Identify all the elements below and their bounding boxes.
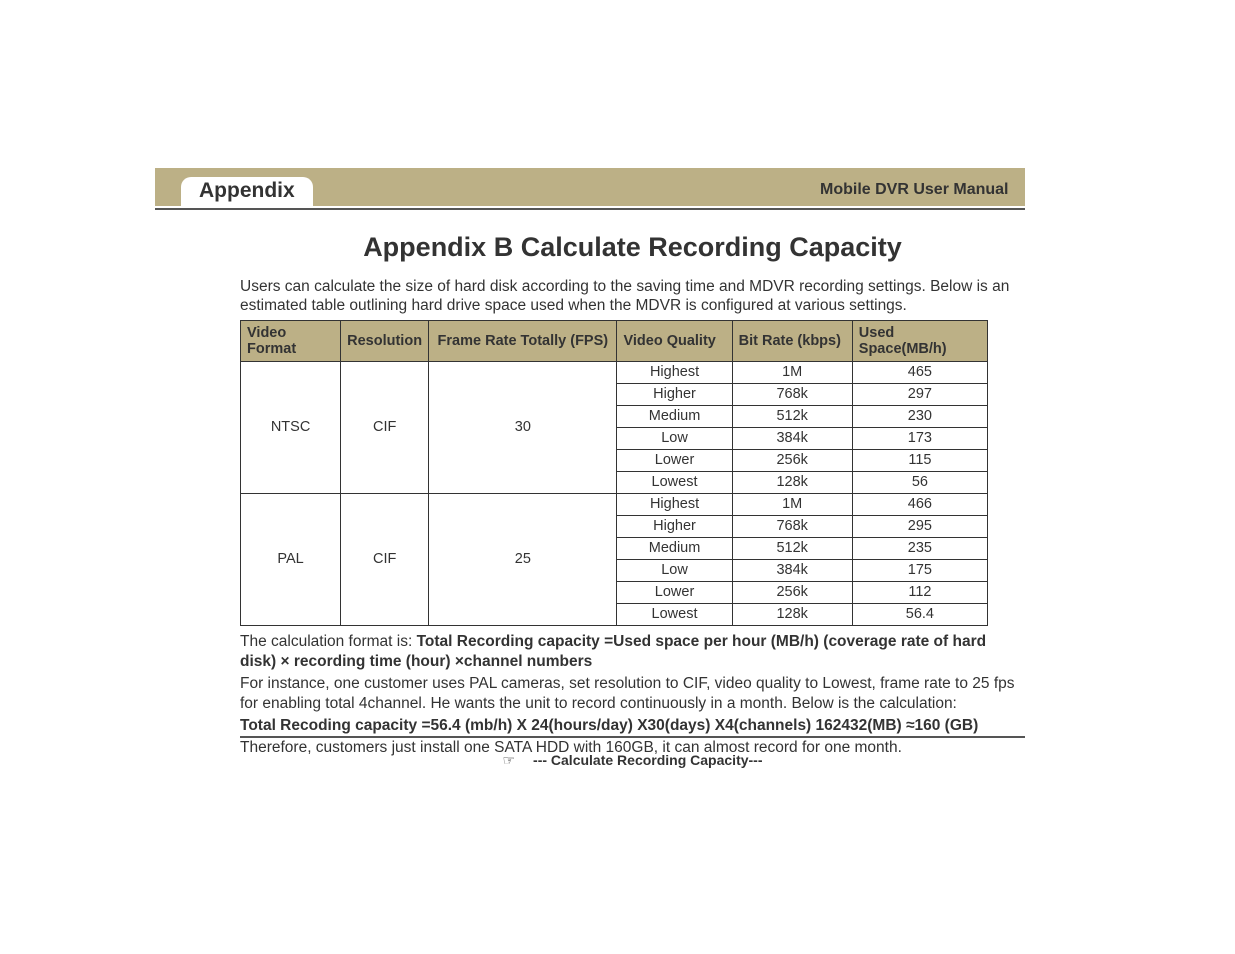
col-video-format: Video Format — [241, 320, 341, 361]
cell-bitrate: 1M — [732, 493, 852, 515]
cell-bitrate: 128k — [732, 603, 852, 625]
example-calc-text: Total Recoding capacity =56.4 (mb/h) X 2… — [240, 717, 978, 734]
cell-quality: Highest — [617, 493, 732, 515]
cell-bitrate: 768k — [732, 383, 852, 405]
table-row: PALCIF25Highest1M466 — [241, 493, 988, 515]
cell-quality: Higher — [617, 515, 732, 537]
cell-fps: 25 — [429, 493, 617, 625]
capacity-table: Video Format Resolution Frame Rate Total… — [240, 320, 988, 626]
header-underline — [155, 208, 1025, 210]
manual-title: Mobile DVR User Manual — [820, 181, 1235, 199]
cell-space: 56.4 — [852, 603, 987, 625]
cell-space: 230 — [852, 405, 987, 427]
cell-space: 297 — [852, 383, 987, 405]
page-title: Appendix B Calculate Recording Capacity — [240, 232, 1025, 263]
footer-symbol: ☞ — [502, 752, 515, 768]
cell-bitrate: 1M — [732, 361, 852, 383]
cell-quality: Medium — [617, 537, 732, 559]
cell-quality: Highest — [617, 361, 732, 383]
example-intro: For instance, one customer uses PAL came… — [240, 674, 1025, 714]
footer-text: ☞ --- Calculate Recording Capacity--- — [240, 752, 1025, 769]
page: Appendix Mobile DVR User Manual Appendix… — [0, 0, 1235, 954]
cell-quality: Low — [617, 559, 732, 581]
cell-space: 112 — [852, 581, 987, 603]
cell-resolution: CIF — [341, 493, 429, 625]
cell-format: NTSC — [241, 361, 341, 493]
cell-quality: Lower — [617, 449, 732, 471]
cell-fps: 30 — [429, 361, 617, 493]
cell-quality: Lowest — [617, 471, 732, 493]
calc-para: The calculation format is: Total Recordi… — [240, 632, 1025, 672]
cell-space: 466 — [852, 493, 987, 515]
cell-space: 235 — [852, 537, 987, 559]
cell-resolution: CIF — [341, 361, 429, 493]
cell-space: 465 — [852, 361, 987, 383]
col-frame-rate: Frame Rate Totally (FPS) — [429, 320, 617, 361]
cell-quality: Medium — [617, 405, 732, 427]
calc-label: The calculation format is: — [240, 633, 417, 650]
col-resolution: Resolution — [341, 320, 429, 361]
cell-bitrate: 384k — [732, 427, 852, 449]
intro-text: Users can calculate the size of hard dis… — [240, 277, 1025, 316]
cell-space: 295 — [852, 515, 987, 537]
cell-bitrate: 384k — [732, 559, 852, 581]
example-calc: Total Recoding capacity =56.4 (mb/h) X 2… — [240, 716, 1025, 736]
cell-space: 175 — [852, 559, 987, 581]
cell-space: 56 — [852, 471, 987, 493]
col-bit-rate: Bit Rate (kbps) — [732, 320, 852, 361]
cell-quality: Lowest — [617, 603, 732, 625]
cell-space: 115 — [852, 449, 987, 471]
col-used-space: Used Space(MB/h) — [852, 320, 987, 361]
table-row: NTSCCIF30Highest1M465 — [241, 361, 988, 383]
cell-bitrate: 768k — [732, 515, 852, 537]
cell-quality: Lower — [617, 581, 732, 603]
table-header-row: Video Format Resolution Frame Rate Total… — [241, 320, 988, 361]
cell-bitrate: 512k — [732, 537, 852, 559]
table-body: NTSCCIF30Highest1M465Higher768k297Medium… — [241, 361, 988, 625]
cell-bitrate: 256k — [732, 449, 852, 471]
footer-label: --- Calculate Recording Capacity--- — [533, 752, 762, 768]
cell-bitrate: 256k — [732, 581, 852, 603]
content-area: Appendix B Calculate Recording Capacity … — [240, 232, 1025, 761]
cell-format: PAL — [241, 493, 341, 625]
footer-line — [240, 736, 1025, 738]
cell-quality: Low — [617, 427, 732, 449]
appendix-tab: Appendix — [181, 177, 313, 206]
col-video-quality: Video Quality — [617, 320, 732, 361]
cell-space: 173 — [852, 427, 987, 449]
cell-bitrate: 128k — [732, 471, 852, 493]
cell-bitrate: 512k — [732, 405, 852, 427]
cell-quality: Higher — [617, 383, 732, 405]
